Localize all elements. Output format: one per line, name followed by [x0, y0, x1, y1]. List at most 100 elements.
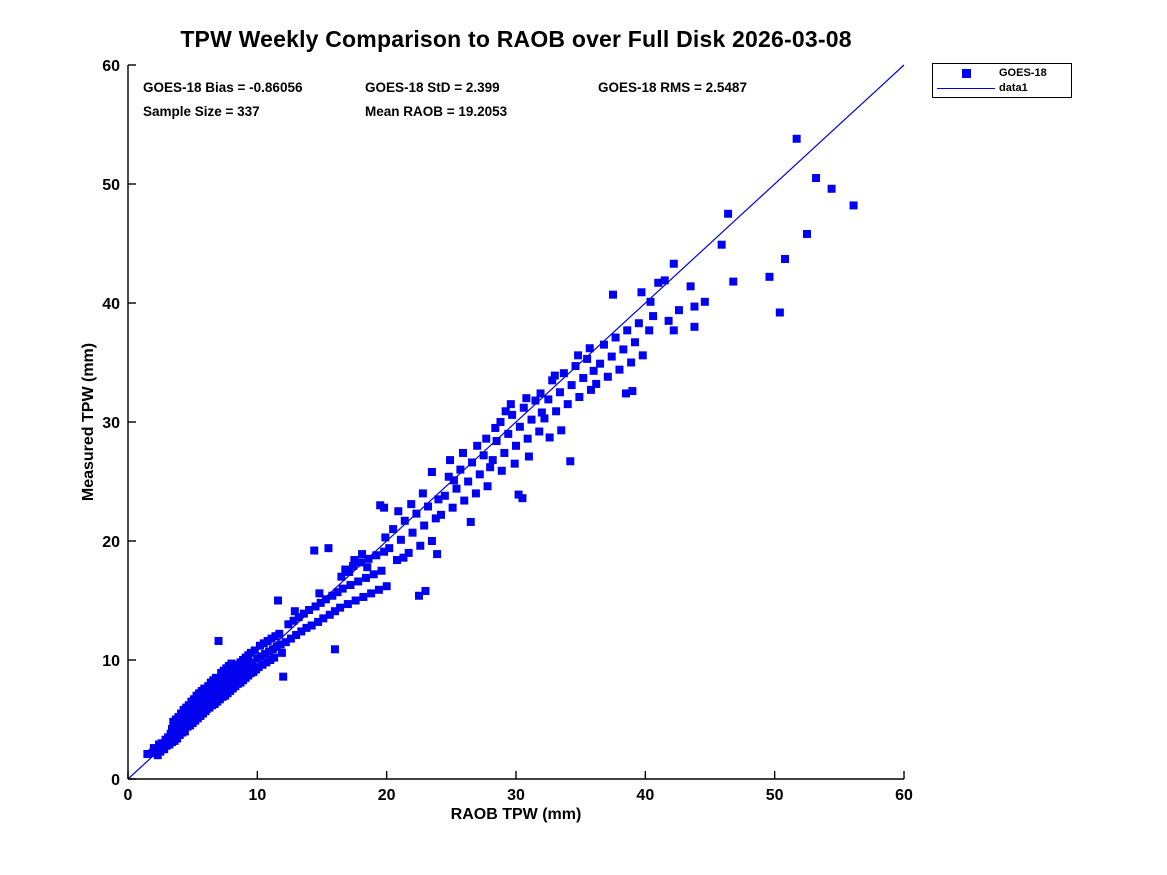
scatter-point: [289, 616, 298, 625]
scatter-point: [281, 638, 290, 647]
legend-marker-icon: [933, 68, 999, 78]
scatter-point: [328, 591, 337, 600]
scatter-point: [393, 556, 402, 565]
legend: GOES-18 data1: [932, 63, 1072, 98]
scatter-point: [270, 653, 279, 662]
scatter-point: [471, 489, 480, 498]
square-marker-icon: [961, 68, 971, 78]
scatter-point: [669, 326, 678, 335]
scatter-point: [630, 338, 639, 347]
scatter-point: [396, 535, 405, 544]
scatter-point: [515, 422, 524, 431]
scatter-point: [619, 345, 628, 354]
scatter-point: [448, 503, 457, 512]
scatter-point: [424, 502, 433, 511]
scatter-point: [345, 567, 354, 576]
scatter-point: [248, 658, 257, 667]
scatter-point: [385, 544, 394, 553]
scatter-point: [299, 609, 308, 618]
scatter-point: [389, 525, 398, 534]
scatter-point: [315, 589, 324, 598]
stat-sample-size: Sample Size = 337: [143, 104, 260, 119]
stat-std: GOES-18 StD = 2.399: [365, 80, 500, 95]
x-tick-label: 20: [378, 787, 396, 804]
scatter-point: [504, 429, 513, 438]
scatter-point: [292, 631, 301, 640]
scatter-point: [781, 254, 790, 263]
scatter-point: [611, 333, 620, 342]
scatter-point: [555, 388, 564, 397]
scatter-point: [508, 410, 517, 419]
y-tick-label: 40: [102, 296, 120, 313]
scatter-point: [274, 596, 283, 605]
scatter-point: [374, 585, 383, 594]
scatter-point: [483, 482, 492, 491]
scatter-point: [187, 708, 196, 717]
x-tick-label: 40: [636, 787, 654, 804]
scatter-point: [420, 521, 429, 530]
scatter-point: [214, 636, 223, 645]
scatter-point: [286, 634, 295, 643]
scatter-point: [333, 588, 342, 597]
scatter-point: [496, 418, 505, 426]
scatter-point: [466, 517, 475, 526]
scatter-point: [700, 297, 709, 306]
scatter-point: [418, 489, 427, 498]
scatter-point: [536, 389, 545, 398]
scatter-point: [473, 441, 482, 450]
scatter-point: [621, 389, 630, 398]
scatter-point: [336, 603, 345, 612]
y-tick-label: 0: [111, 772, 120, 789]
x-tick-label: 10: [248, 787, 266, 804]
scatter-point: [563, 400, 572, 409]
scatter-point: [305, 606, 314, 615]
scatter-point: [585, 344, 594, 353]
scatter-point: [523, 434, 532, 443]
stat-rms: GOES-18 RMS = 2.5487: [598, 80, 747, 95]
scatter-point: [729, 277, 738, 286]
legend-line-icon: [933, 87, 999, 89]
scatter-point: [488, 456, 497, 465]
scatter-point: [589, 366, 598, 375]
scatter-point: [433, 550, 442, 559]
scatter-point: [310, 546, 319, 555]
scatter-point: [349, 561, 358, 570]
scatter-point: [380, 547, 389, 556]
scatter-point: [627, 358, 636, 367]
scatter-point: [544, 395, 553, 404]
scatter-point: [615, 365, 624, 374]
scatter-point: [363, 563, 372, 572]
scatter-point: [660, 276, 669, 285]
y-tick-label: 50: [102, 177, 120, 194]
scatter-point: [765, 272, 774, 281]
scatter-point: [501, 407, 510, 416]
scatter-point: [775, 308, 784, 317]
scatter-point: [512, 441, 520, 450]
scatter-point: [497, 466, 506, 475]
x-tick-label: 30: [507, 787, 525, 804]
scatter-point: [482, 434, 491, 443]
scatter-point: [415, 591, 423, 600]
scatter-point: [275, 629, 284, 638]
legend-label: data1: [999, 82, 1028, 94]
scatter-point: [408, 528, 417, 537]
scatter-point: [381, 533, 390, 542]
scatter-point: [579, 373, 588, 382]
scatter-point: [444, 472, 453, 481]
scatter-point: [302, 623, 311, 632]
x-tick-label: 60: [895, 787, 913, 804]
scatter-point: [596, 359, 605, 368]
scatter-point: [314, 617, 323, 626]
scatter-point: [609, 290, 617, 299]
scatter-point: [297, 627, 306, 636]
scatter-point: [686, 282, 695, 291]
x-tick-label: 0: [124, 787, 133, 804]
scatter-point: [792, 134, 801, 143]
scatter-point: [531, 396, 540, 405]
scatter-point: [434, 495, 443, 504]
scatter-point: [557, 426, 566, 435]
legend-label: GOES-18: [999, 67, 1047, 79]
y-tick-label: 60: [102, 58, 120, 75]
scatter-point: [319, 614, 328, 623]
